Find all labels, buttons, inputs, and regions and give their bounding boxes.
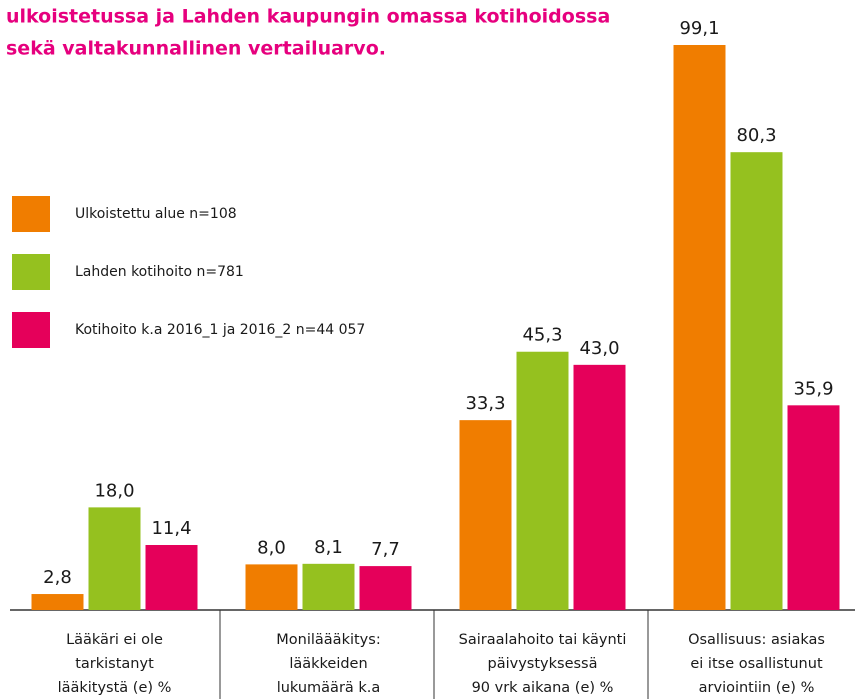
bar [516, 351, 569, 610]
legend-swatch [12, 254, 50, 290]
bar [730, 152, 783, 610]
legend-label: Kotihoito k.a 2016_1 ja 2016_2 n=44 057 [75, 322, 365, 338]
bar [459, 420, 512, 610]
legend-label: Lahden kotihoito n=781 [75, 264, 244, 280]
x-tick-label: ei itse osallistunut [690, 656, 823, 672]
x-tick-label: Sairaalahoito tai käynti [459, 632, 627, 648]
bar [302, 563, 355, 610]
legend-swatch [12, 312, 50, 348]
value-label: 8,0 [257, 537, 286, 558]
value-label: 18,0 [94, 480, 134, 501]
legend-swatch [12, 196, 50, 232]
chart-title: sekä valtakunnallinen vertailuarvo. [6, 38, 386, 60]
bar [359, 566, 412, 610]
value-label: 33,3 [465, 393, 505, 414]
bar [31, 594, 84, 610]
x-tick-label: Lääkäri ei ole [66, 632, 163, 648]
value-label: 43,0 [579, 338, 619, 359]
bar [145, 545, 198, 610]
value-label: 45,3 [522, 325, 562, 346]
bar [573, 364, 626, 610]
value-label: 35,9 [793, 378, 833, 399]
chart-title: ulkoistetussa ja Lahden kaupungin omassa… [6, 6, 610, 28]
bar [88, 507, 141, 610]
legend-label: Ulkoistettu alue n=108 [75, 206, 237, 222]
bar [245, 564, 298, 610]
bar [787, 405, 840, 610]
value-label: 80,3 [736, 125, 776, 146]
x-tick-label: lääkitystä (e) % [58, 680, 172, 696]
value-label: 7,7 [371, 539, 400, 560]
bar [673, 45, 726, 610]
value-label: 99,1 [679, 18, 719, 39]
x-tick-label: päivystyksessä [488, 656, 598, 672]
value-label: 11,4 [151, 518, 191, 539]
x-tick-label: Moniläääkitys: [276, 632, 380, 648]
value-label: 8,1 [314, 537, 343, 558]
x-tick-label: arviointiin (e) % [699, 680, 815, 696]
x-tick-label: Osallisuus: asiakas [688, 632, 825, 648]
x-tick-label: lukumäärä k.a [277, 680, 381, 696]
value-label: 2,8 [43, 567, 72, 588]
x-tick-label: 90 vrk aikana (e) % [472, 680, 614, 696]
x-tick-label: lääkkeiden [289, 656, 367, 672]
x-tick-label: tarkistanyt [75, 656, 154, 672]
